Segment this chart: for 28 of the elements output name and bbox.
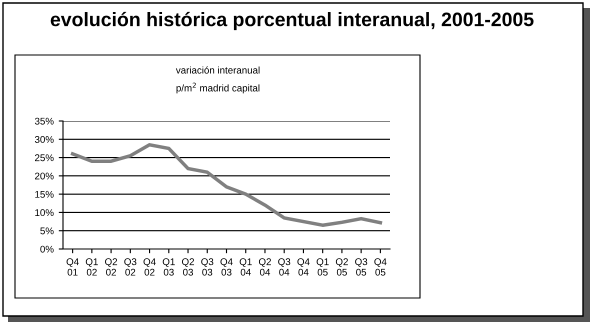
y-tick-label: 10% [35, 209, 54, 216]
x-tick-label: Q1 04 [240, 258, 252, 276]
x-tick-label: Q1 03 [162, 258, 175, 276]
x-tick-label: Q4 02 [144, 258, 156, 276]
x-tick-label: Q4 04 [297, 258, 310, 276]
y-tick-label: 15% [35, 190, 54, 198]
x-tick-label: Q2 03 [182, 258, 194, 276]
x-tick-label: Q1 02 [86, 258, 98, 276]
x-tick-label: Q3 05 [355, 258, 368, 276]
y-tick-label: 0% [40, 246, 54, 253]
chart-subtitle: variación interanual p/m$^{2}$ madrid capital [176, 66, 260, 94]
x-tick-label: Q2 02 [105, 258, 118, 276]
x-tick-label: Q4 01 [66, 258, 79, 276]
x-tick-label: Q1 05 [316, 258, 329, 276]
y-tick-label: 20% [35, 172, 54, 180]
x-tick-label: Q4 05 [374, 258, 387, 276]
line-series [70, 143, 382, 227]
x-tick-label: Q3 04 [278, 258, 290, 276]
y-tick-label: 30% [34, 136, 54, 143]
x-tick-label: Q2 05 [336, 258, 348, 276]
y-tick-label: 5% [40, 227, 54, 234]
y-tick-label: 25% [35, 154, 54, 162]
x-tick-label: Q3 02 [124, 258, 136, 276]
chart-title: evolución histórica porcentual interanual, 2001-2005 [50, 12, 534, 30]
x-tick-label: Q3 03 [201, 258, 214, 276]
y-tick-label: 35% [34, 118, 54, 125]
x-tick-label: Q2 04 [258, 258, 271, 276]
x-tick-label: Q4 03 [220, 258, 233, 276]
